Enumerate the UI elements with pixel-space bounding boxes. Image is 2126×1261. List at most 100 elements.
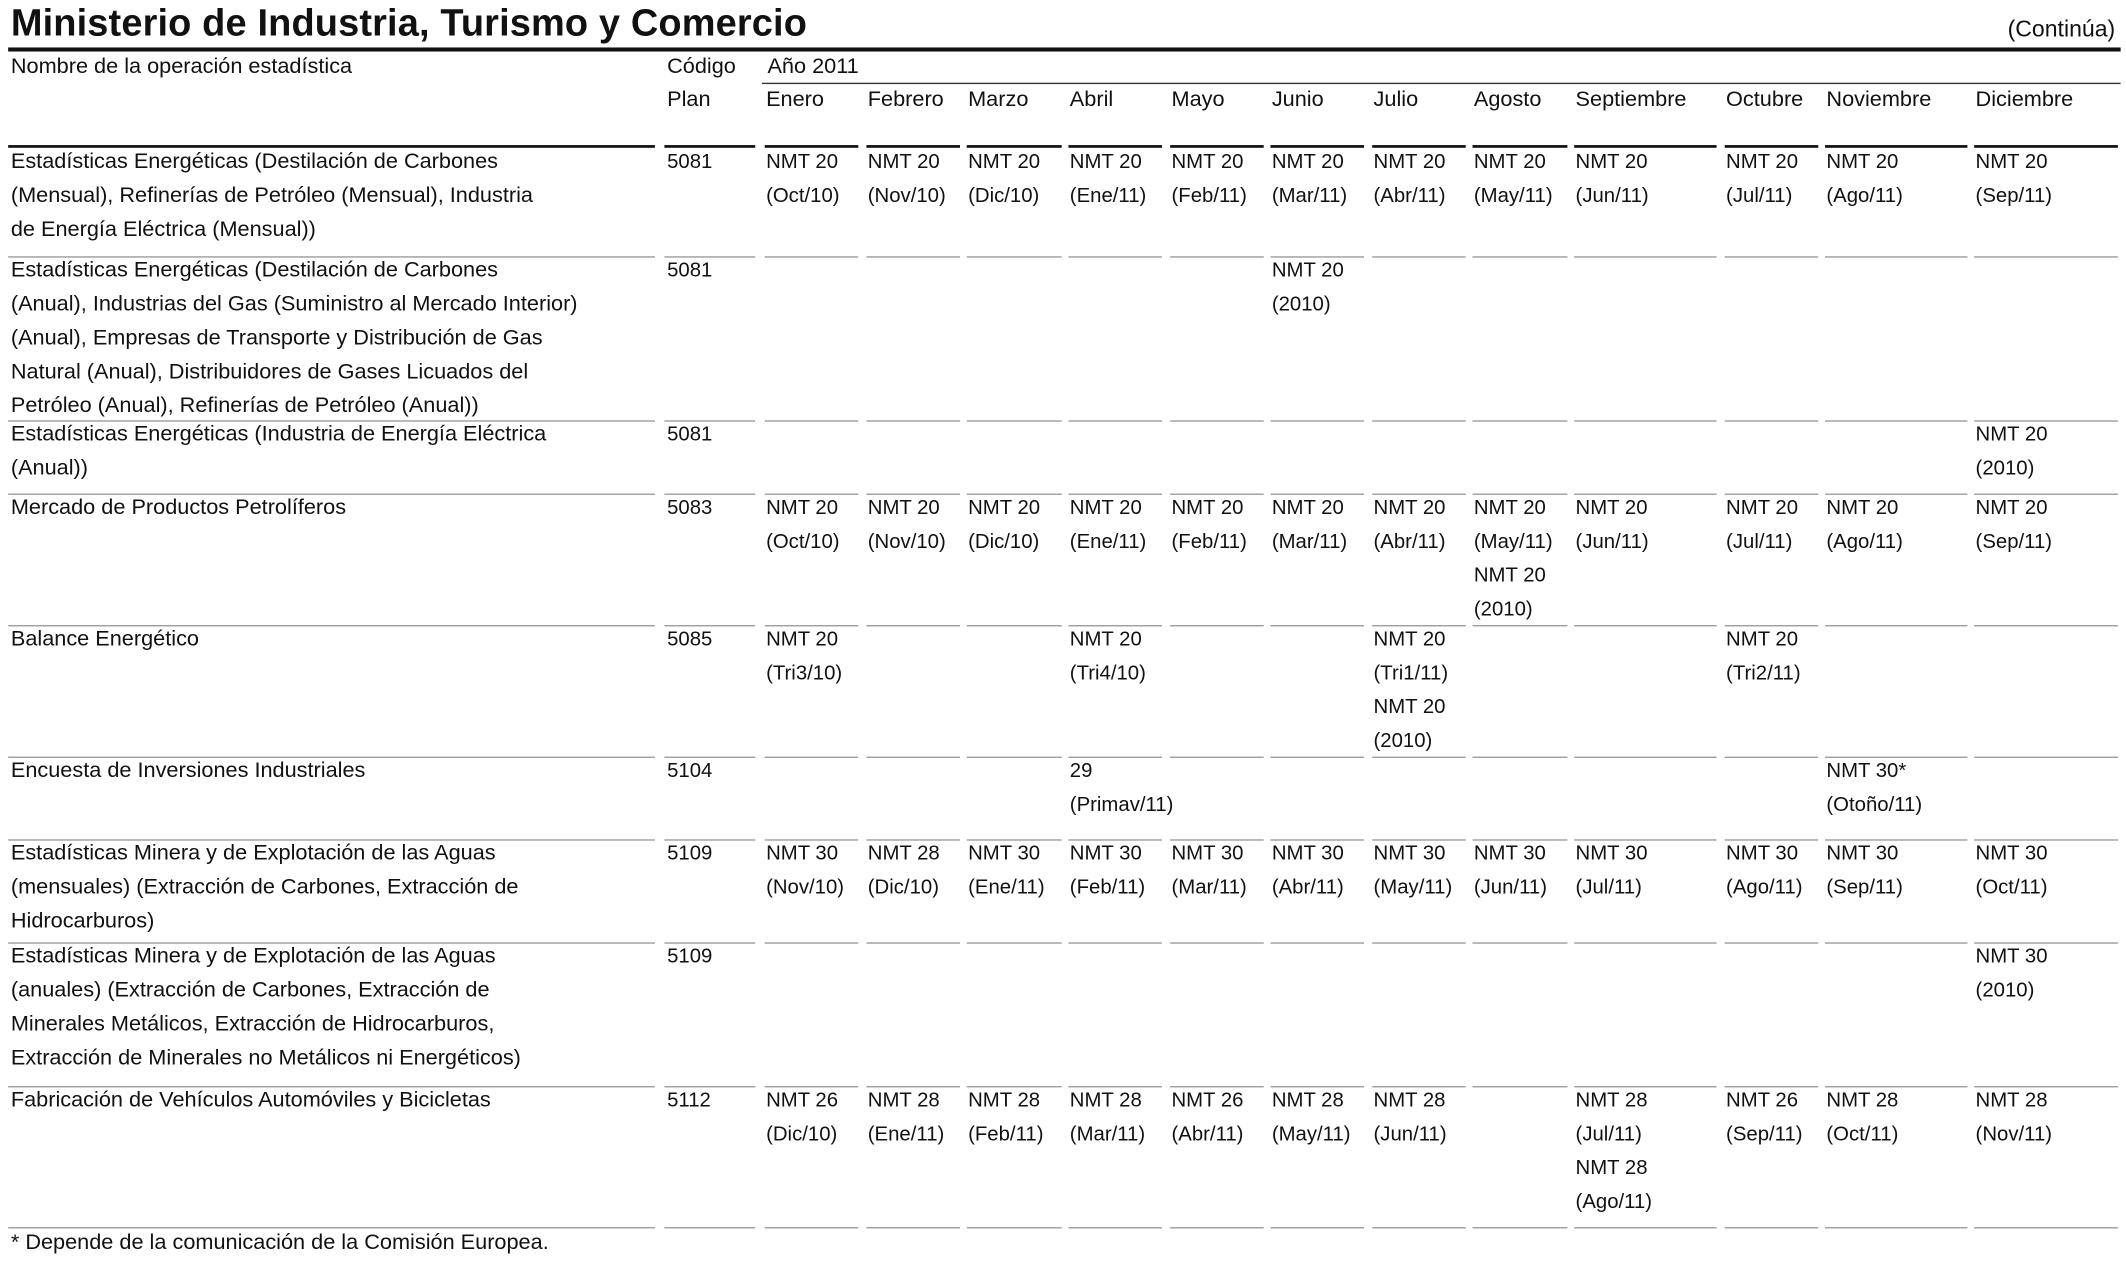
operation-name-line: Natural (Anual), Distribuidores de Gases… bbox=[10, 360, 529, 384]
month-cell-entry: NMT 26 bbox=[1726, 1088, 1799, 1112]
month-cell-entry: NMT 30 bbox=[968, 842, 1041, 866]
operation-name-line: Hidrocarburos) bbox=[10, 909, 155, 933]
month-cell-entry: NMT 28 bbox=[867, 842, 940, 866]
row-separator bbox=[1068, 756, 1163, 758]
row-separator bbox=[1270, 1086, 1365, 1088]
operation-name-line: (Anual)) bbox=[10, 456, 89, 480]
row-separator bbox=[1372, 493, 1466, 495]
month-cell-entry: NMT 20 bbox=[1069, 150, 1142, 174]
row-separator bbox=[1068, 256, 1163, 258]
plan-code: 5109 bbox=[667, 945, 713, 969]
continua-label: (Continúa) bbox=[2007, 16, 2116, 43]
month-cell-entry: (May/11) bbox=[1373, 875, 1453, 899]
row-separator bbox=[1372, 839, 1466, 841]
month-header: Junio bbox=[1271, 88, 1324, 112]
month-cell-entry: NMT 20 bbox=[1373, 496, 1446, 520]
row-separator bbox=[1372, 420, 1466, 422]
row-separator bbox=[1574, 756, 1717, 758]
month-cell-entry: (Jul/11) bbox=[1575, 875, 1642, 899]
month-cell-entry: (Nov/11) bbox=[1975, 1122, 2053, 1146]
month-header: Abril bbox=[1069, 88, 1114, 112]
row-separator bbox=[1170, 839, 1264, 841]
row-separator bbox=[966, 493, 1062, 495]
row-separator bbox=[8, 256, 655, 258]
month-cell-entry: (Mar/11) bbox=[1271, 184, 1348, 208]
month-cell-entry: NMT 20 bbox=[867, 496, 940, 520]
month-cell-entry: NMT 20 bbox=[1473, 150, 1546, 174]
month-cell-entry: (Ene/11) bbox=[867, 1122, 945, 1146]
row-separator bbox=[1068, 1227, 1163, 1229]
row-separator bbox=[1472, 256, 1568, 258]
header-rule bbox=[1270, 145, 1365, 148]
operation-name-line: Extracción de Minerales no Metálicos ni … bbox=[10, 1046, 521, 1070]
row-separator bbox=[1974, 420, 2118, 422]
row-separator bbox=[1372, 756, 1466, 758]
row-separator bbox=[1724, 1086, 1819, 1088]
operation-name-line: Estadísticas Energéticas (Destilación de… bbox=[10, 150, 499, 174]
month-cell-entry: NMT 20 bbox=[968, 150, 1041, 174]
row-separator bbox=[1825, 493, 1968, 495]
row-separator bbox=[1170, 256, 1264, 258]
month-cell-entry: (Jul/11) bbox=[1575, 1122, 1642, 1146]
month-cell-entry: NMT 20 bbox=[1271, 150, 1344, 174]
month-cell-entry: (2010) bbox=[1975, 456, 2035, 480]
row-separator bbox=[1974, 256, 2118, 258]
row-separator bbox=[8, 420, 655, 422]
month-cell-entry: NMT 20 bbox=[1726, 150, 1799, 174]
row-separator bbox=[1372, 256, 1466, 258]
row-separator bbox=[966, 420, 1062, 422]
row-separator bbox=[8, 839, 655, 841]
month-cell-entry: NMT 30* bbox=[1826, 759, 1907, 783]
month-cell-entry: (Otoño/11) bbox=[1826, 793, 1923, 817]
month-cell-entry: (Feb/11) bbox=[1171, 184, 1247, 208]
month-cell-entry: NMT 20 bbox=[1975, 150, 2048, 174]
row-separator bbox=[1068, 1086, 1163, 1088]
row-separator bbox=[966, 256, 1062, 258]
row-separator bbox=[1825, 256, 1968, 258]
month-cell-entry: NMT 20 bbox=[1373, 627, 1446, 651]
row-separator bbox=[1372, 625, 1466, 627]
year-rule bbox=[762, 82, 2121, 85]
row-separator bbox=[1574, 1086, 1717, 1088]
operation-name-line: Encuesta de Inversiones Industriales bbox=[10, 759, 366, 783]
header-year: Año 2011 bbox=[767, 55, 859, 79]
month-cell-entry: (Ago/11) bbox=[1826, 184, 1903, 208]
month-cell-entry: (2010) bbox=[1975, 978, 2035, 1003]
plan-code: 5083 bbox=[667, 496, 713, 520]
plan-code: 5109 bbox=[667, 842, 713, 866]
row-separator bbox=[1270, 625, 1365, 627]
row-separator bbox=[1270, 493, 1365, 495]
month-cell-entry: (Jul/11) bbox=[1726, 184, 1793, 208]
month-cell-entry: NMT 20 bbox=[1171, 150, 1244, 174]
row-separator bbox=[1724, 1227, 1819, 1229]
row-separator bbox=[1724, 625, 1819, 627]
row-separator bbox=[664, 1086, 756, 1088]
month-header: Febrero bbox=[867, 88, 944, 112]
month-cell-entry: (2010) bbox=[1473, 597, 1533, 622]
row-separator bbox=[1974, 493, 2118, 495]
month-cell-entry: NMT 28 bbox=[1975, 1088, 2048, 1112]
row-separator bbox=[1170, 942, 1264, 944]
row-separator bbox=[1825, 1227, 1968, 1229]
row-separator bbox=[764, 625, 859, 627]
month-cell-entry: (May/11) bbox=[1473, 184, 1553, 208]
row-separator bbox=[1825, 420, 1968, 422]
month-cell-entry: 29 bbox=[1069, 759, 1093, 783]
month-cell-entry: NMT 26 bbox=[766, 1088, 839, 1112]
month-cell-entry: (2010) bbox=[1271, 292, 1331, 316]
month-cell-entry: (May/11) bbox=[1473, 530, 1553, 554]
month-cell-entry: (May/11) bbox=[1271, 1122, 1351, 1146]
row-separator bbox=[664, 493, 756, 495]
month-cell-entry: NMT 30 bbox=[1726, 842, 1799, 866]
month-header: Octubre bbox=[1726, 88, 1804, 112]
month-cell-entry: NMT 28 bbox=[1069, 1088, 1142, 1112]
row-separator bbox=[664, 1227, 756, 1229]
month-cell-entry: (Mar/11) bbox=[1069, 1122, 1146, 1146]
row-separator bbox=[1724, 756, 1819, 758]
row-separator bbox=[1270, 942, 1365, 944]
row-separator bbox=[1372, 1227, 1466, 1229]
month-cell-entry: NMT 20 bbox=[1575, 496, 1648, 520]
row-separator bbox=[1574, 256, 1717, 258]
month-cell-entry: (Ago/11) bbox=[1826, 530, 1903, 554]
month-cell-entry: NMT 30 bbox=[1373, 842, 1446, 866]
